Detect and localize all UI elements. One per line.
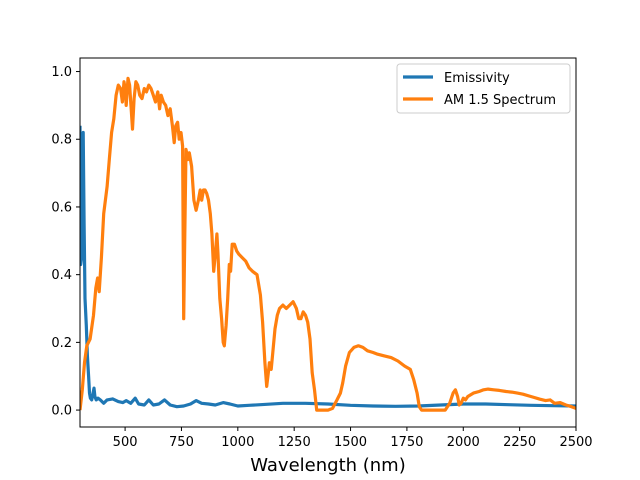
series-line-am-1-5-spectrum — [80, 76, 576, 412]
plot-frame — [79, 57, 577, 428]
x-tick-label: 1500 — [334, 435, 367, 450]
y-tick-label: 1.0 — [51, 65, 72, 80]
series-layer — [80, 76, 576, 412]
x-tick-label: 1250 — [278, 435, 311, 450]
x-tick-label: 2250 — [503, 435, 536, 450]
x-tick-label: 1000 — [221, 435, 254, 450]
legend: Emissivity AM 1.5 Spectrum — [396, 63, 571, 114]
x-tick-label: 1750 — [390, 435, 423, 450]
x-tick-label: 2500 — [559, 435, 592, 450]
x-axis-title: Wavelength (nm) — [250, 455, 406, 476]
axes-layer: 500 750 1000 1250 1500 1750 2000 2250 2500 0.0 0.2… — [51, 57, 593, 450]
x-tick-label: 2000 — [447, 435, 480, 450]
y-tick-label: 0.2 — [51, 336, 72, 351]
y-tick-label: 0.0 — [51, 404, 72, 419]
y-tick-label: 0.6 — [51, 200, 72, 215]
y-tick-label: 0.8 — [51, 133, 72, 148]
legend-label-emissivity: Emissivity — [444, 71, 510, 86]
series-line-emissivity — [80, 125, 576, 409]
y-tick-label: 0.4 — [51, 268, 72, 283]
legend-box — [396, 63, 571, 114]
legend-label-am-1-5-spectrum: AM 1.5 Spectrum — [444, 93, 556, 108]
x-tick-label: 500 — [113, 435, 138, 450]
x-tick-label: 750 — [169, 435, 194, 450]
